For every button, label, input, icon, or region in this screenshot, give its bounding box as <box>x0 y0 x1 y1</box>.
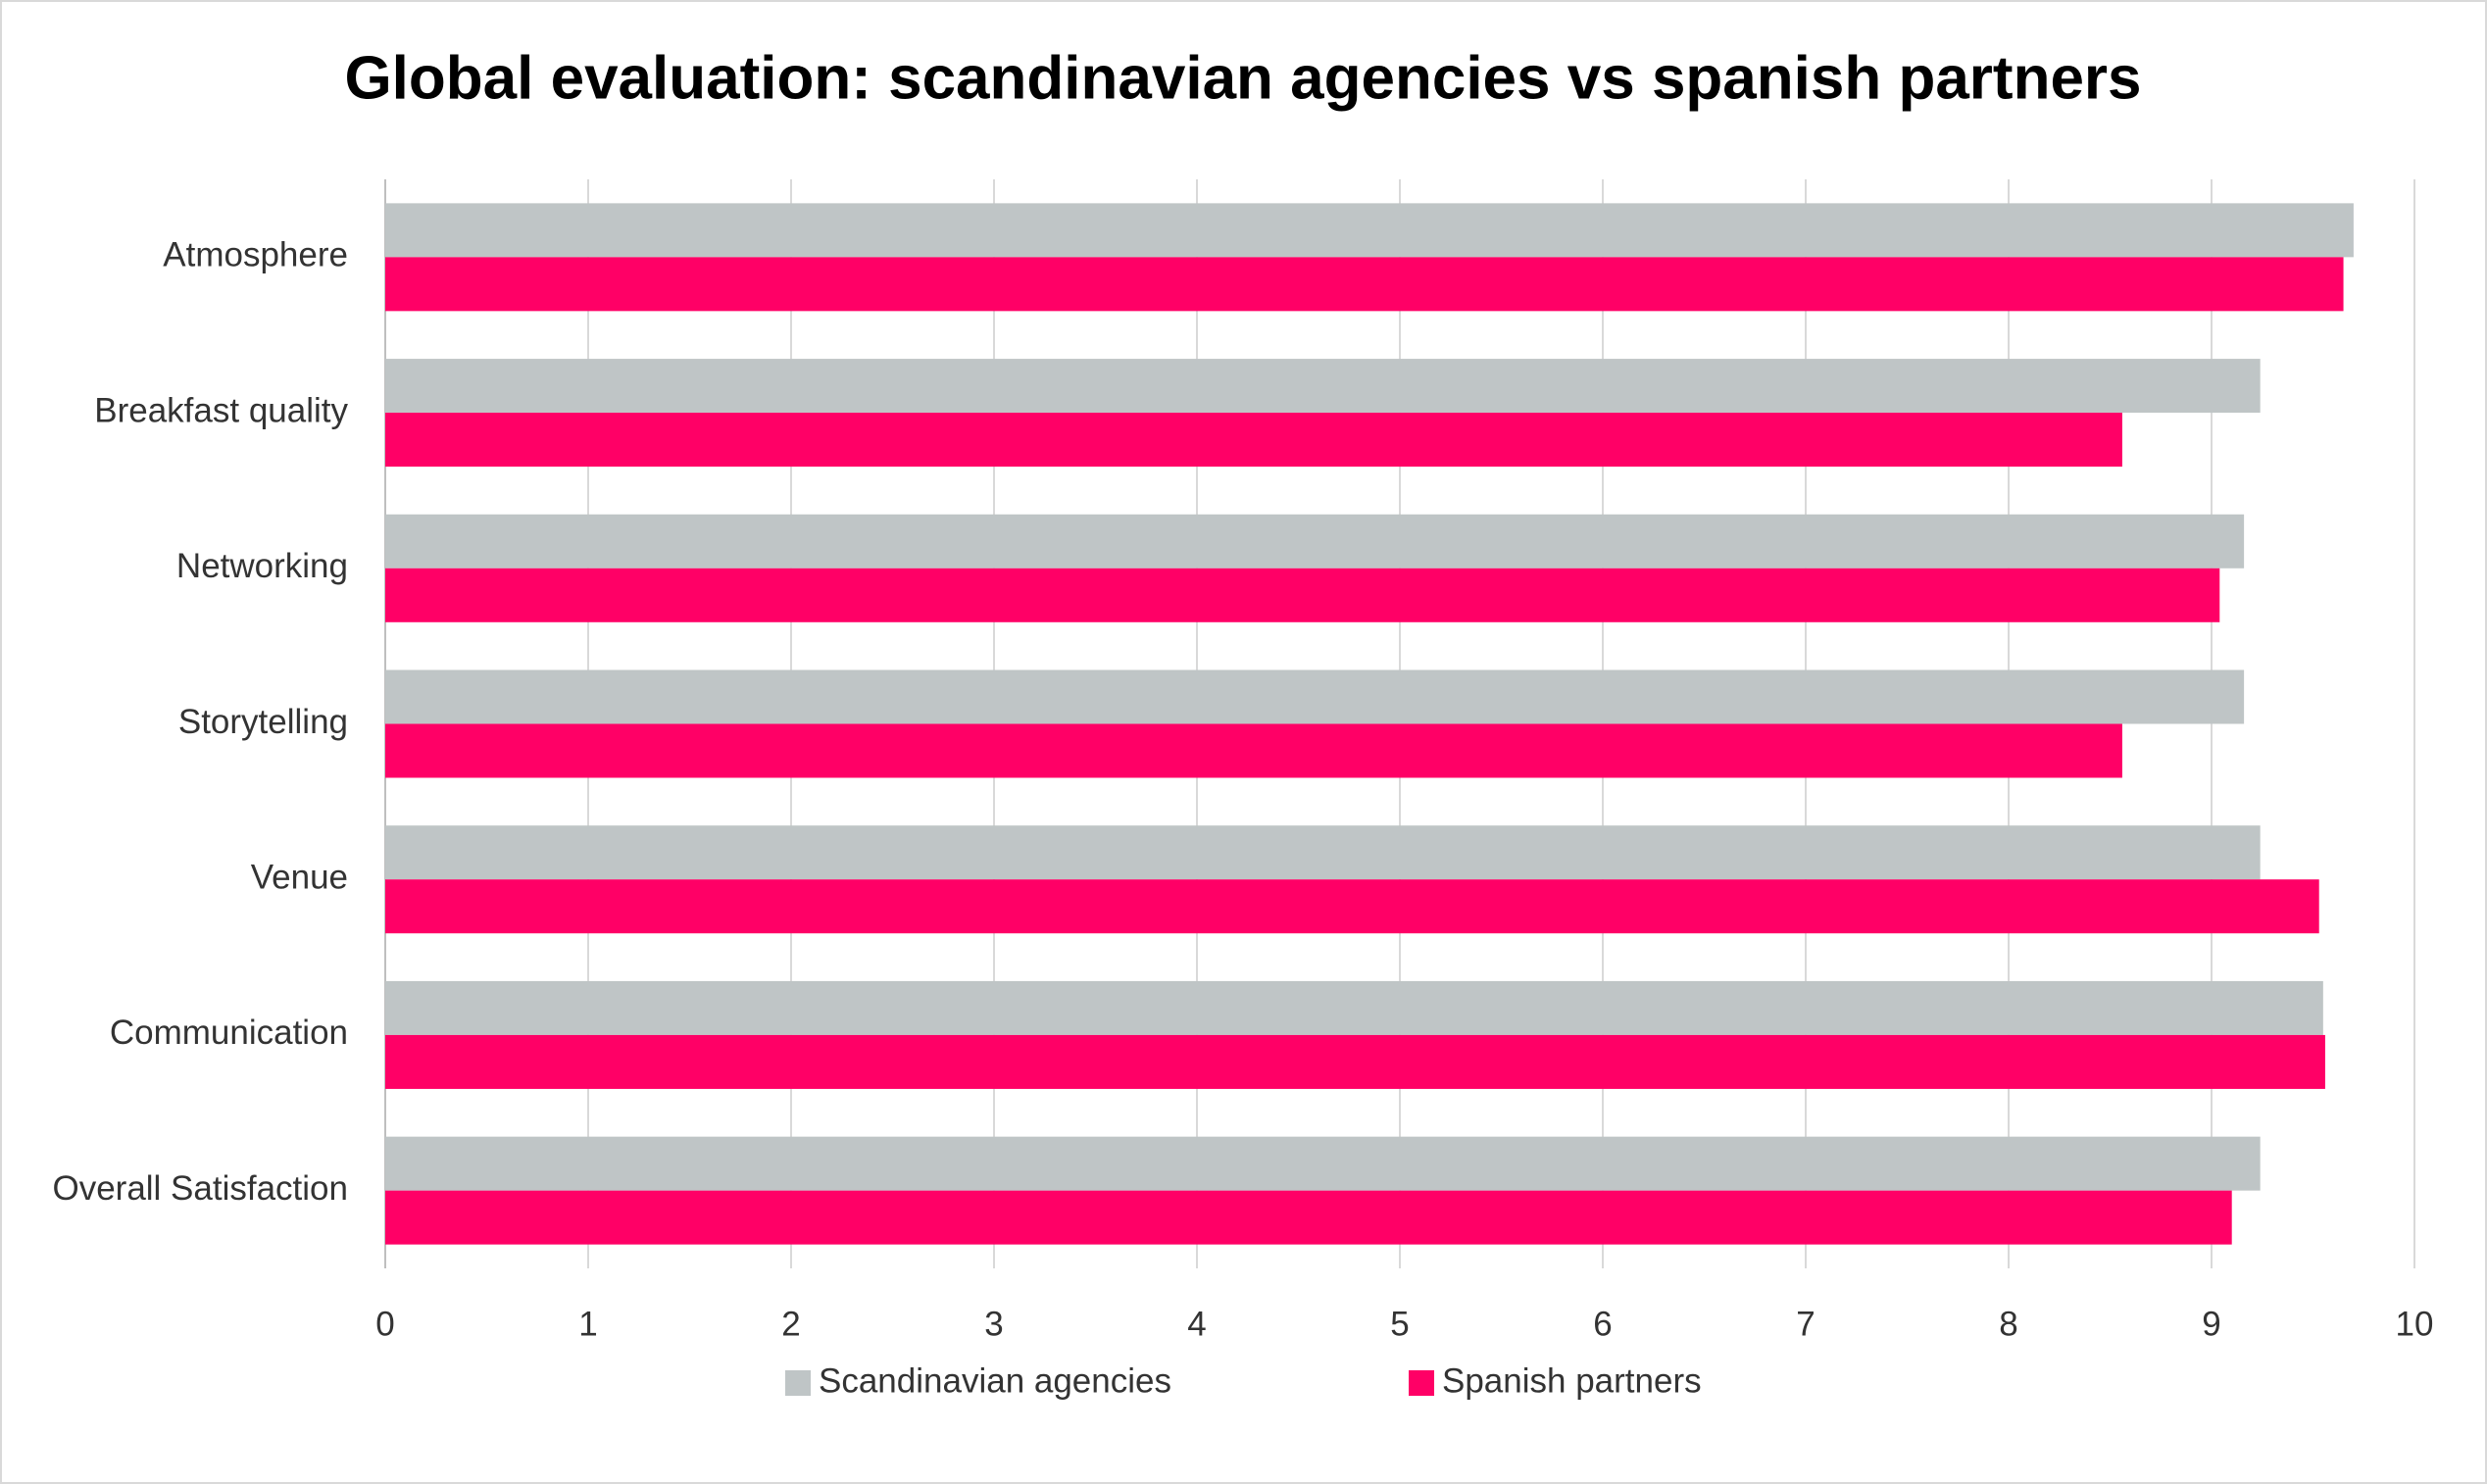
bar <box>385 980 2323 1035</box>
bar <box>385 1034 2325 1089</box>
legend-swatch <box>785 1370 811 1396</box>
y-tick-label: Communication <box>110 1014 348 1052</box>
y-tick-label: Networking <box>176 547 348 585</box>
x-tick-label: 10 <box>2396 1305 2434 1343</box>
y-tick-label: Atmosphere <box>163 236 348 274</box>
y-tick-label: Overall Satisfaction <box>52 1169 348 1208</box>
x-tick-label: 2 <box>781 1305 800 1343</box>
bar <box>385 359 2261 414</box>
y-tick-label: Storytelling <box>178 703 348 741</box>
x-tick-label: 6 <box>1593 1305 1612 1343</box>
bar <box>385 257 2344 312</box>
x-tick-label: 3 <box>984 1305 1003 1343</box>
x-tick-label: 7 <box>1796 1305 1815 1343</box>
bar <box>385 514 2245 569</box>
x-tick-label: 8 <box>1999 1305 2017 1343</box>
bar <box>385 568 2220 622</box>
x-tick-label: 5 <box>1390 1305 1409 1343</box>
bar <box>385 669 2245 724</box>
bar <box>385 413 2122 468</box>
y-tick-label: Venue <box>251 858 348 896</box>
bar <box>385 879 2319 934</box>
bar <box>385 723 2122 778</box>
x-tick-label: 4 <box>1187 1305 1206 1343</box>
bar <box>385 1190 2232 1245</box>
x-tick-label: 0 <box>375 1305 394 1343</box>
x-tick-label: 1 <box>578 1305 597 1343</box>
chart-title: Global evaluation: scandinavian agencies… <box>344 44 2141 112</box>
x-tick-label: 9 <box>2202 1305 2220 1343</box>
legend-label: Spanish partners <box>1442 1361 1702 1400</box>
y-tick-label: Breakfast quality <box>94 391 348 429</box>
bar <box>385 825 2261 880</box>
legend-label: Scandinavian agencies <box>819 1361 1171 1400</box>
bar <box>385 203 2354 258</box>
legend-swatch <box>1409 1370 1434 1396</box>
bar <box>385 1136 2261 1191</box>
